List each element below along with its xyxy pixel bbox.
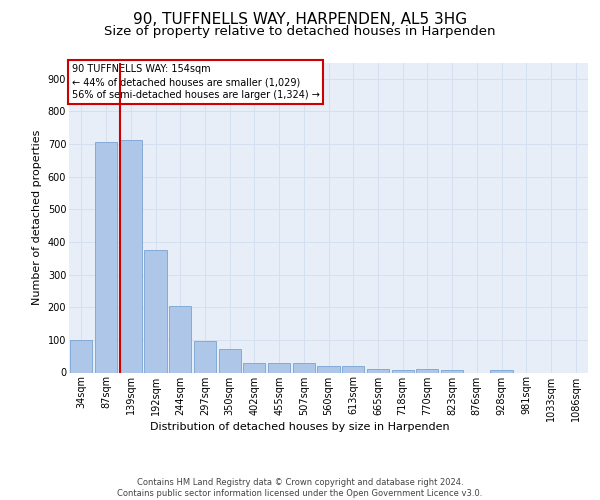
Bar: [145, 250, 167, 372]
Bar: [243, 362, 265, 372]
Bar: [119, 140, 142, 372]
Text: Size of property relative to detached houses in Harpenden: Size of property relative to detached ho…: [104, 25, 496, 38]
Bar: [293, 364, 315, 372]
Bar: [367, 369, 389, 372]
Bar: [268, 362, 290, 372]
Bar: [95, 142, 117, 372]
Text: Distribution of detached houses by size in Harpenden: Distribution of detached houses by size …: [150, 422, 450, 432]
Bar: [317, 366, 340, 372]
Bar: [218, 348, 241, 372]
Bar: [194, 341, 216, 372]
Bar: [169, 306, 191, 372]
Bar: [392, 370, 414, 372]
Bar: [490, 370, 512, 372]
Bar: [416, 369, 439, 372]
Bar: [70, 340, 92, 372]
Text: 90, TUFFNELLS WAY, HARPENDEN, AL5 3HG: 90, TUFFNELLS WAY, HARPENDEN, AL5 3HG: [133, 12, 467, 28]
Text: 90 TUFFNELLS WAY: 154sqm
← 44% of detached houses are smaller (1,029)
56% of sem: 90 TUFFNELLS WAY: 154sqm ← 44% of detach…: [71, 64, 319, 100]
Bar: [342, 366, 364, 372]
Bar: [441, 370, 463, 372]
Y-axis label: Number of detached properties: Number of detached properties: [32, 130, 42, 305]
Text: Contains HM Land Registry data © Crown copyright and database right 2024.
Contai: Contains HM Land Registry data © Crown c…: [118, 478, 482, 498]
